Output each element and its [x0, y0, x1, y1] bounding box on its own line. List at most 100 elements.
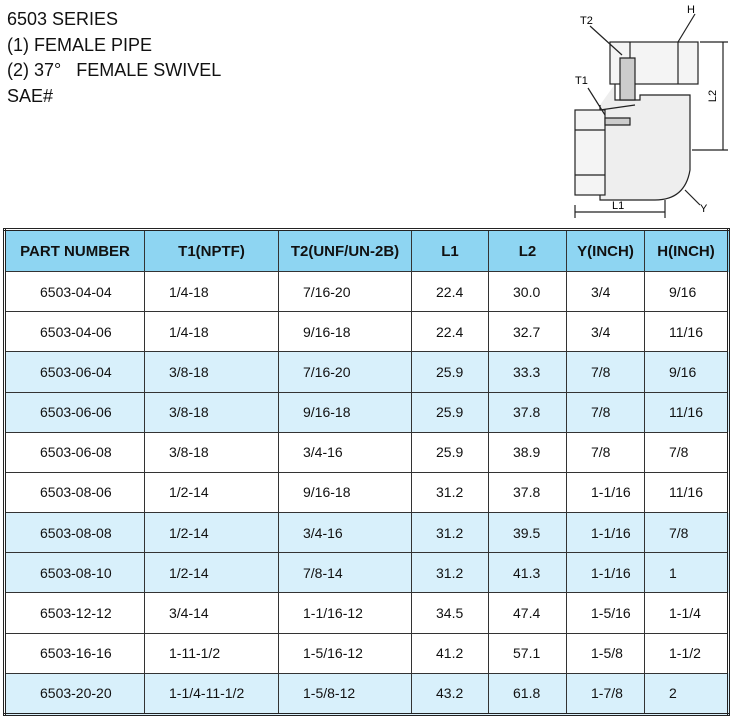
table-cell: 3/8-18 [144, 431, 279, 473]
table-row: 6503-04-04 1/4-18 7/16-20 22.4 30.0 3/4 9/16 [4, 270, 729, 313]
table-cell: 32.7 [488, 311, 567, 353]
table-cell: 1-1/4 [644, 592, 729, 634]
diagram-label: L1 [612, 200, 624, 212]
table-cell: 1-5/8 [566, 632, 645, 674]
column-header: L2 [488, 229, 567, 272]
table-row: 6503-16-16 1-11-1/2 1-5/16-12 41.2 57.1 1-5/8… [4, 632, 729, 674]
table-row: 6503-06-06 3/8-18 9/16-18 25.9 37.8 7/8 11/16 [4, 391, 729, 433]
table-cell: 3/4-14 [144, 592, 279, 634]
table-cell: 25.9 [411, 391, 489, 433]
table-cell: 31.2 [411, 552, 489, 594]
table-cell: 57.1 [488, 632, 567, 674]
table-cell: 7/8 [644, 512, 729, 554]
table-cell: 9/16-18 [278, 391, 412, 433]
column-header: H(INCH) [644, 229, 729, 272]
table-cell: 1-1/16 [566, 471, 645, 514]
table-cell: 9/16-18 [278, 311, 412, 353]
table-cell: 6503-12-12 [4, 592, 145, 634]
column-header: PART NUMBER [4, 229, 145, 272]
table-row: 6503-06-08 3/8-18 3/4-16 25.9 38.9 7/8 7/8 [4, 431, 729, 473]
table-cell: 43.2 [411, 672, 489, 716]
table-cell: 1-5/8-12 [278, 672, 412, 716]
header: 6503 SERIES (1) FEMALE PIPE (2) 37° FEMA… [7, 7, 221, 109]
table-cell: 37.8 [488, 391, 567, 433]
diagram-label: Y [700, 203, 708, 215]
table-row: 6503-08-06 1/2-14 9/16-18 31.2 37.8 1-1/16 11/… [4, 471, 729, 514]
column-header: T1(NPTF) [144, 229, 279, 272]
table-cell: 7/16-20 [278, 351, 412, 393]
table-cell: 1/4-18 [144, 311, 279, 353]
table-cell: 1-1/4-11-1/2 [144, 672, 279, 716]
table-cell: 3/4 [566, 270, 645, 313]
table-cell: 1/4-18 [144, 270, 279, 313]
table-cell: 7/16-20 [278, 270, 412, 313]
table-cell: 6503-06-04 [4, 351, 145, 393]
table-cell: 7/8 [566, 391, 645, 433]
column-header: L1 [411, 229, 489, 272]
table-cell: 6503-08-06 [4, 471, 145, 514]
table-cell: 9/16 [644, 351, 729, 393]
table-cell: 38.9 [488, 431, 567, 473]
table-row: 6503-08-10 1/2-14 7/8-14 31.2 41.3 1-1/16 1 [4, 552, 729, 594]
table-cell: 2 [644, 672, 729, 716]
table-cell: 61.8 [488, 672, 567, 716]
table-cell: 41.2 [411, 632, 489, 674]
table-cell: 6503-16-16 [4, 632, 145, 674]
table-cell: 34.5 [411, 592, 489, 634]
table-cell: 41.3 [488, 552, 567, 594]
table-cell: 31.2 [411, 471, 489, 514]
column-header: Y(INCH) [566, 229, 645, 272]
parts-table: PART NUMBER T1(NPTF) T2(UNF/UN-2B) L1 L2 Y(IN… [3, 228, 730, 716]
table-cell: 3/8-18 [144, 351, 279, 393]
header-line: 6503 SERIES [7, 9, 119, 29]
table-cell: 1-11-1/2 [144, 632, 279, 674]
table-cell: 22.4 [411, 270, 489, 313]
table-cell: 3/4-16 [278, 431, 412, 473]
table-cell: 11/16 [644, 311, 729, 353]
table-cell: 31.2 [411, 512, 489, 554]
table-cell: 39.5 [488, 512, 567, 554]
table-cell: 1-5/16-12 [278, 632, 412, 674]
table-cell: 6503-04-04 [4, 270, 145, 313]
table-cell: 1 [644, 552, 729, 594]
table-cell: 7/8-14 [278, 552, 412, 594]
table-cell: 33.3 [488, 351, 567, 393]
table-cell: 1-1/16 [566, 512, 645, 554]
table-cell: 6503-08-08 [4, 512, 145, 554]
header-line: SAE# [7, 85, 54, 106]
table-row: 6503-08-08 1/2-14 3/4-16 31.2 39.5 1-1/16 7/8 [4, 512, 729, 554]
table-cell: 1-1/16 [566, 552, 645, 594]
diagram-label: T2 [580, 15, 593, 27]
table-cell: 9/16 [644, 270, 729, 313]
table-cell: 6503-06-08 [4, 431, 145, 473]
table-cell: 30.0 [488, 270, 567, 313]
table-cell: 1-7/8 [566, 672, 645, 716]
table-cell: 25.9 [411, 351, 489, 393]
table-cell: 7/8 [566, 351, 645, 393]
table-cell: 7/8 [644, 431, 729, 473]
table-cell: 37.8 [488, 471, 567, 514]
table-cell: 22.4 [411, 311, 489, 353]
table-cell: 25.9 [411, 431, 489, 473]
table-cell: 1-5/16 [566, 592, 645, 634]
table-cell: 7/8 [566, 431, 645, 473]
diagram-label: T1 [575, 75, 588, 87]
table-cell: 3/4 [566, 311, 645, 353]
table-cell: 3/4-16 [278, 512, 412, 554]
table-cell: 1-1/2 [644, 632, 729, 674]
column-header: T2(UNF/UN-2B) [278, 229, 412, 272]
table-row: 6503-20-20 1-1/4-11-1/2 1-5/8-12 43.2 61.8 1-… [4, 672, 729, 716]
header-line: (2) 37° FEMALE SWIVEL [7, 60, 222, 80]
table-cell: 1/2-14 [144, 512, 279, 554]
table-cell: 11/16 [644, 391, 729, 433]
table-cell: 11/16 [644, 471, 729, 514]
header-row: PART NUMBER T1(NPTF) T2(UNF/UN-2B) L1 L2 Y(IN… [4, 229, 729, 272]
table-cell: 6503-04-06 [4, 311, 145, 353]
diagram-label: L2 [707, 90, 719, 102]
table-cell: 1/2-14 [144, 552, 279, 594]
table-cell: 3/8-18 [144, 391, 279, 433]
table-row: 6503-04-06 1/4-18 9/16-18 22.4 32.7 3/4 11/16 [4, 311, 729, 353]
diagram-label: H [687, 4, 695, 16]
table-row: 6503-12-12 3/4-14 1-1/16-12 34.5 47.4 1-5/16 1… [4, 592, 729, 634]
